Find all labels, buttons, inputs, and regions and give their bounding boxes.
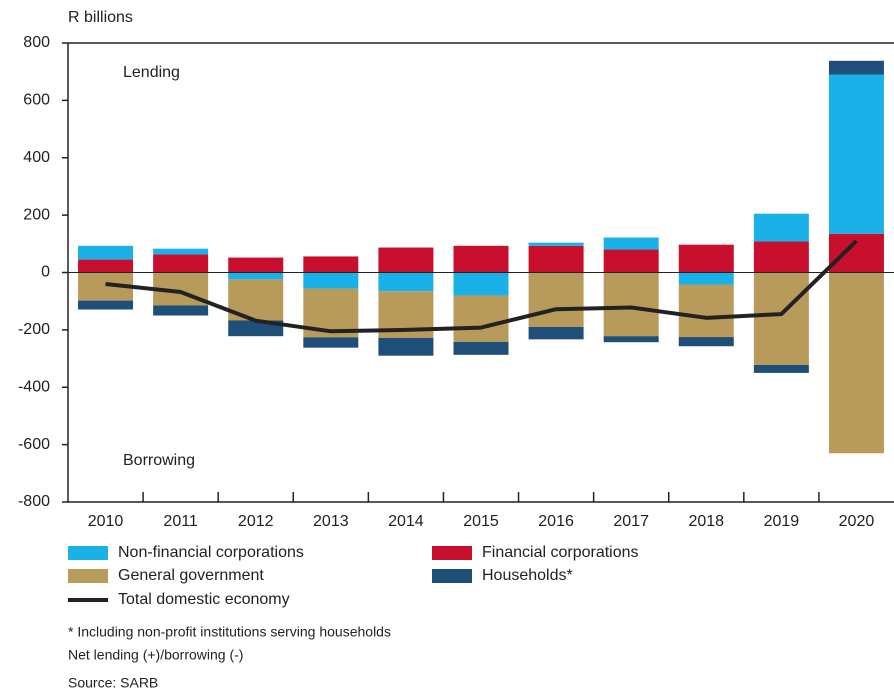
- y-tick-label: 800: [23, 34, 50, 51]
- bar: [228, 257, 284, 273]
- y-tick-label: 0: [41, 264, 50, 281]
- bar: [378, 247, 434, 273]
- bar: [153, 305, 209, 316]
- y-tick-label: 600: [23, 92, 50, 109]
- annotation: Lending: [123, 64, 180, 81]
- bar: [753, 213, 809, 242]
- y-tick-label: -800: [18, 493, 50, 510]
- bar: [603, 249, 659, 273]
- legend-label: Non-financial corporations: [118, 544, 304, 561]
- bar: [153, 254, 209, 273]
- x-tick-label: 2010: [88, 513, 124, 530]
- x-tick-label: 2013: [313, 513, 349, 530]
- bar: [753, 364, 809, 373]
- x-tick-label: 2018: [688, 513, 724, 530]
- x-tick-label: 2016: [538, 513, 574, 530]
- bar: [528, 245, 584, 273]
- bar: [453, 295, 509, 342]
- x-tick-label: 2012: [238, 513, 274, 530]
- line: [105, 239, 858, 334]
- bar: [603, 237, 659, 250]
- y-axis-label: R billions: [68, 9, 133, 26]
- legend-label: Households*: [482, 567, 573, 584]
- annotation: Borrowing: [123, 452, 195, 469]
- bar: [303, 256, 359, 273]
- y-tick-label: -400: [18, 378, 50, 395]
- bar: [303, 337, 359, 348]
- legend-swatch: [68, 569, 108, 583]
- x-tick-label: 2014: [388, 513, 424, 530]
- bar: [753, 241, 809, 273]
- legend-label: Financial corporations: [482, 544, 639, 561]
- legend-label: General government: [118, 567, 264, 584]
- y-tick-label: -600: [18, 436, 50, 453]
- bar: [303, 272, 359, 289]
- y-tick-label: 200: [23, 206, 50, 223]
- bar: [678, 244, 734, 273]
- bar: [753, 272, 809, 365]
- bar: [828, 60, 884, 75]
- bar: [378, 272, 434, 292]
- x-tick-label: 2017: [613, 513, 649, 530]
- bar: [678, 272, 734, 285]
- y-tick-label: 400: [23, 149, 50, 166]
- bar: [603, 336, 659, 343]
- legend-swatch: [68, 546, 108, 560]
- note: Net lending (+)/borrowing (-): [68, 647, 243, 663]
- bar: [378, 337, 434, 356]
- x-tick-label: 2011: [163, 513, 198, 530]
- legend-swatch: [432, 569, 472, 583]
- bar: [678, 337, 734, 347]
- bar: [228, 272, 284, 280]
- legend-label: Total domestic economy: [118, 591, 290, 608]
- x-tick-label: 2019: [764, 513, 800, 530]
- bar: [78, 259, 134, 273]
- bar: [453, 245, 509, 273]
- y-tick-label: -200: [18, 321, 50, 338]
- note: * Including non-profit institutions serv…: [68, 624, 391, 640]
- bar: [678, 284, 734, 338]
- bar: [828, 233, 884, 273]
- bar: [528, 272, 584, 328]
- bar: [78, 245, 134, 260]
- x-tick-label: 2015: [463, 513, 499, 530]
- bar: [528, 242, 584, 246]
- bar: [78, 300, 134, 310]
- bar: [528, 327, 584, 340]
- bar: [453, 272, 509, 296]
- x-tick-label: 2020: [839, 513, 875, 530]
- legend-swatch: [432, 546, 472, 560]
- bar: [828, 272, 884, 454]
- bar: [153, 248, 209, 255]
- bar: [603, 272, 659, 337]
- note: Source: SARB: [68, 675, 158, 691]
- bar: [453, 341, 509, 355]
- bar: [828, 74, 884, 234]
